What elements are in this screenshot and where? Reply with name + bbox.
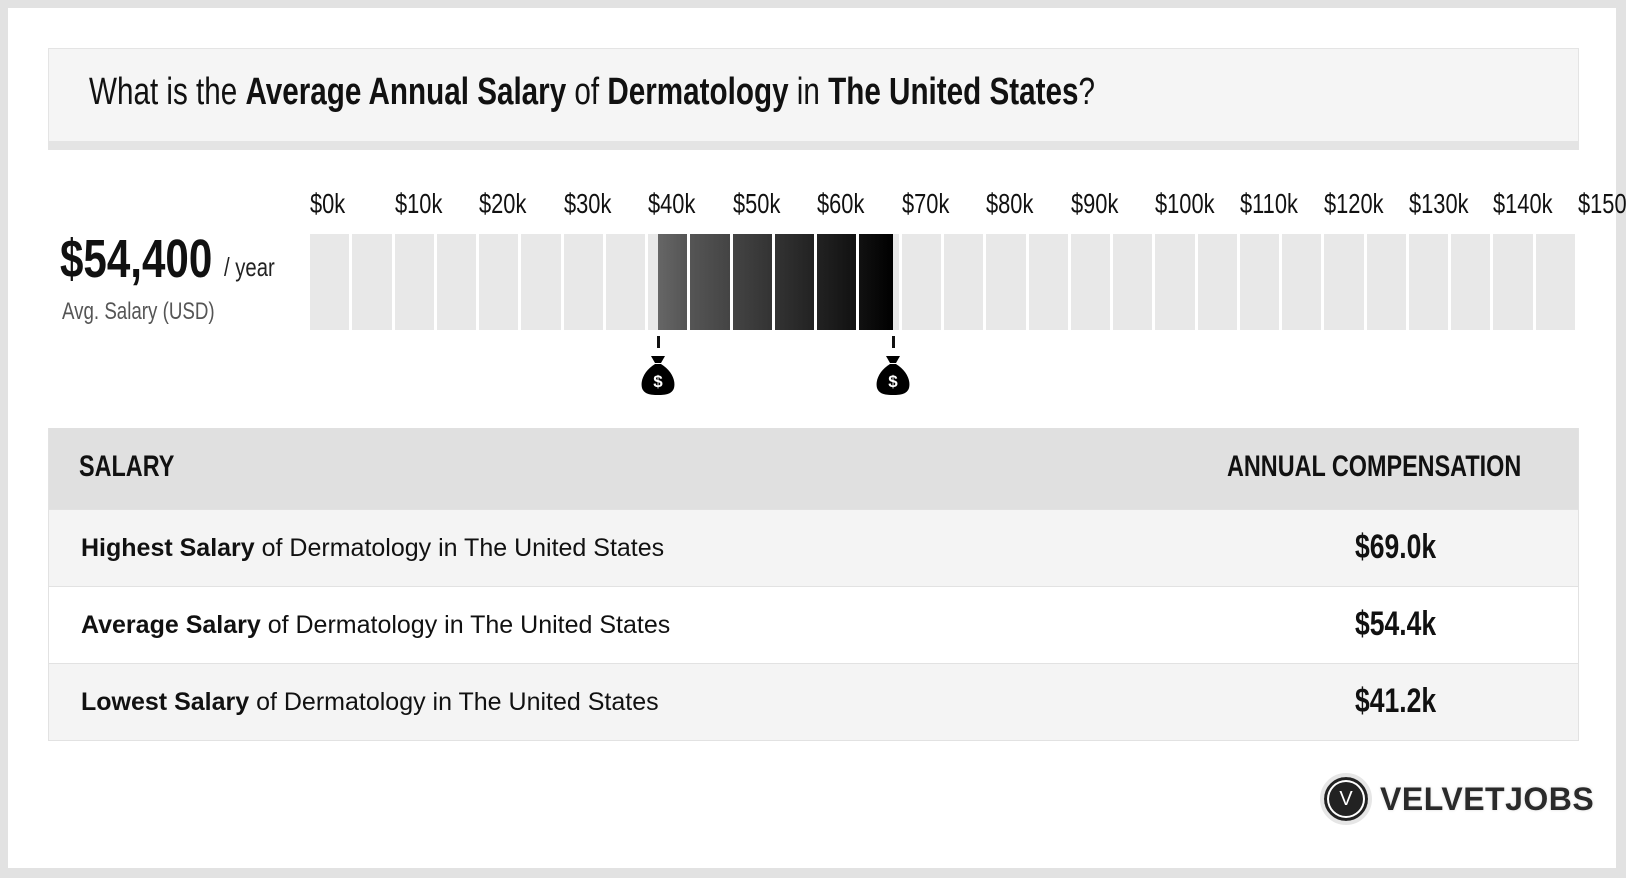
row-label: Highest Salary of Dermatology in The Uni… (81, 534, 665, 562)
title-box: What is the Average Annual Salary of Der… (48, 48, 1579, 150)
table-header: SALARY ANNUAL COMPENSATION (49, 428, 1578, 509)
bar-segment (521, 234, 561, 330)
tick-label: $130k (1408, 188, 1469, 219)
bar-segment (1028, 234, 1068, 330)
bar-segment (901, 234, 941, 330)
table-row: Average Salary of Dermatology in The Uni… (49, 586, 1578, 663)
bar-segment (1282, 234, 1322, 330)
row-value: $69.0k (1355, 528, 1437, 566)
tick-label: $60k (817, 188, 865, 219)
average-salary-label: Avg. Salary (USD) (62, 298, 215, 325)
page-title: What is the Average Annual Salary of Der… (89, 71, 1095, 113)
average-salary-unit: / year (224, 252, 275, 282)
bar-segment (1113, 234, 1153, 330)
bar-segment (310, 234, 350, 330)
tick-label: $100k (1155, 188, 1215, 219)
bar-segment (1239, 234, 1280, 330)
bar-segment (563, 234, 603, 330)
row-label: Lowest Salary of Dermatology in The Unit… (81, 688, 659, 716)
bar-segment (352, 234, 392, 330)
bar-segment (479, 234, 519, 330)
tick-label: $20k (479, 188, 527, 219)
header-annual-compensation: ANNUAL COMPENSATION (1227, 450, 1522, 483)
table-body: Highest Salary of Dermatology in The Uni… (49, 509, 1578, 740)
bar-fill-segment (817, 234, 857, 330)
tick-label: $30k (563, 188, 611, 219)
tick-label: $90k (1070, 188, 1119, 219)
bar-segment (394, 234, 434, 330)
header-salary: SALARY (79, 450, 175, 483)
bar-segment (944, 234, 984, 330)
bar-fill-segment (690, 234, 730, 330)
salary-range-bar (310, 234, 1578, 330)
money-bag-icon: $ (641, 356, 675, 395)
tick-label: $80k (986, 188, 1034, 219)
tick-label: $150k+ (1578, 188, 1626, 219)
bar-segment (1493, 234, 1533, 330)
average-salary-value: $54,400 (60, 229, 213, 289)
bar-segment (1070, 234, 1111, 330)
svg-text:$: $ (654, 372, 664, 391)
marker-line (656, 336, 660, 348)
average-salary: $54,400 / year (60, 228, 275, 290)
bar-segment (1408, 234, 1449, 330)
bar-segment (1155, 234, 1195, 330)
row-label: Average Salary of Dermatology in The Uni… (81, 611, 671, 639)
row-value: $54.4k (1355, 605, 1437, 643)
bar-segment (436, 234, 477, 330)
bar-segment (1535, 234, 1575, 330)
bar-segment (1366, 234, 1406, 330)
tick-label: $110k (1239, 188, 1298, 219)
logo-mark-icon: V (1320, 773, 1372, 825)
table-row: Highest Salary of Dermatology in The Uni… (49, 509, 1578, 586)
tick-label: $70k (901, 188, 950, 219)
logo-text: VELVETJOBS (1380, 780, 1595, 817)
range-marker: $ (638, 336, 678, 401)
row-value: $41.2k (1355, 682, 1437, 720)
tick-label: $0k (310, 188, 346, 219)
marker-line (891, 336, 895, 348)
bar-segment (1197, 234, 1237, 330)
bar-fill-segment (658, 234, 688, 330)
bar-segment (1324, 234, 1364, 330)
tick-label: $50k (732, 188, 781, 219)
tick-label: $40k (648, 188, 696, 219)
tick-label: $120k (1324, 188, 1384, 219)
tick-label: $140k (1493, 188, 1553, 219)
bar-fill-segment (732, 234, 772, 330)
bar-segment (1451, 234, 1491, 330)
tick-label: $10k (394, 188, 442, 219)
range-marker: $ (873, 336, 913, 401)
bar-fill-segment (859, 234, 894, 330)
velvetjobs-logo[interactable]: V VELVETJOBS (1320, 772, 1594, 826)
salary-table: SALARY ANNUAL COMPENSATION Highest Salar… (48, 428, 1579, 741)
money-bag-icon: $ (876, 356, 910, 395)
table-row: Lowest Salary of Dermatology in The Unit… (49, 663, 1578, 740)
bar-segment (986, 234, 1026, 330)
svg-text:$: $ (889, 372, 899, 391)
bar-segment (605, 234, 646, 330)
bar-fill-segment (774, 234, 815, 330)
